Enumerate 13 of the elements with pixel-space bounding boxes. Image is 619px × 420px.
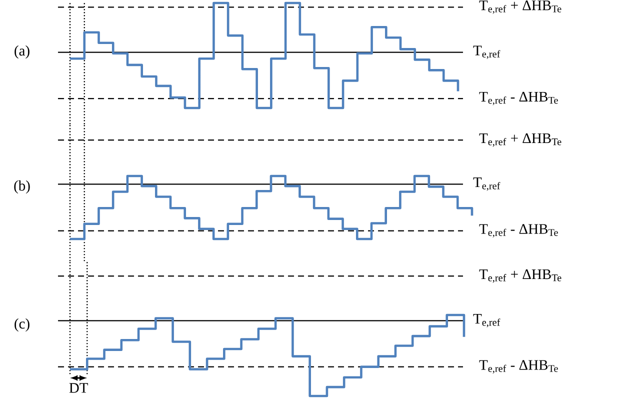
ref-line-label: T$_{e,ref}$ + ΔHB$_{Te}$ [479, 0, 562, 14]
ref-line-label: T$_{e,ref}$ + ΔHB$_{Te}$ [479, 133, 562, 147]
ref-line-label: T$_{e,ref}$ [473, 314, 500, 328]
ref-line-label: T$_{e,ref}$ - ΔHB$_{Te}$ [479, 92, 558, 106]
chart-title: (b) [14, 180, 30, 194]
ref-line-label: T$_{e,ref}$ - ΔHB$_{Te}$ [479, 360, 558, 374]
text: (a) [14, 45, 30, 59]
ref-line-label: T$_{e,ref}$ [473, 178, 500, 191]
ref-line-label: T$_{e,ref}$ [473, 46, 500, 59]
chart-title: (c) [14, 318, 30, 332]
ref-line-label: T$_{e,ref}$ + ΔHB$_{Te}$ [479, 269, 562, 283]
ref-line-label: T$_{e,ref}$ - ΔHB$_{Te}$ [479, 224, 558, 238]
annotation: DT [69, 383, 88, 393]
